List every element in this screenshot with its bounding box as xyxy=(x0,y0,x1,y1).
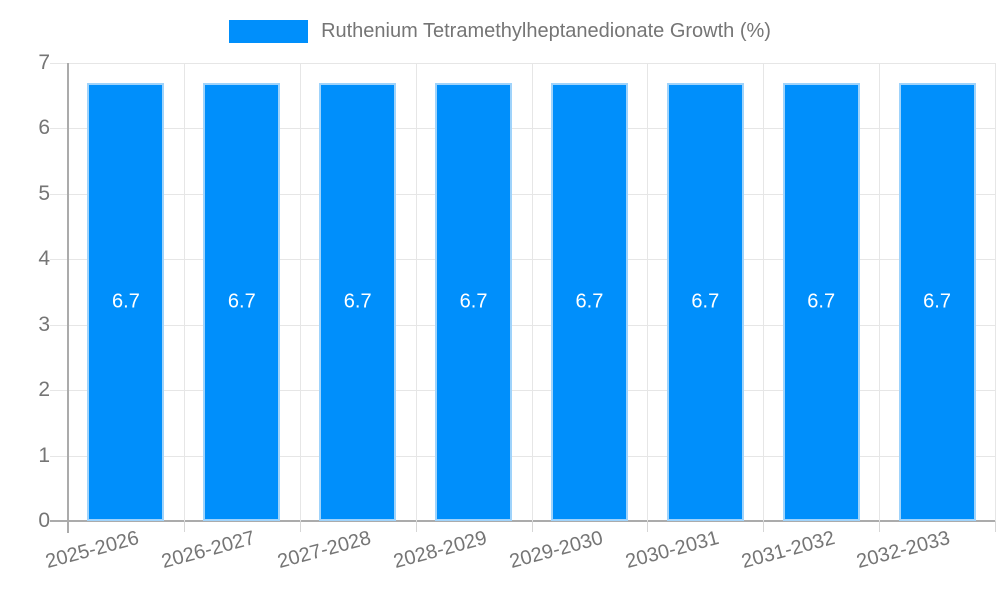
bar-value-label: 6.7 xyxy=(227,290,256,313)
y-axis-tick-label: 0 xyxy=(38,509,50,532)
bar-value-label: 6.7 xyxy=(112,290,140,313)
y-axis-tick-label: 5 xyxy=(38,181,50,205)
x-axis-tick xyxy=(995,521,996,532)
x-axis-tick xyxy=(299,521,301,532)
legend-label: Ruthenium Tetramethylheptanedionate Grow… xyxy=(321,20,771,42)
bar-value-label: 6.7 xyxy=(459,290,488,313)
y-axis-tick-label: 2 xyxy=(38,378,50,402)
x-axis-tick xyxy=(531,521,533,532)
bar[interactable]: 6.7 xyxy=(782,82,860,521)
x-axis-tick xyxy=(183,521,185,532)
bar-value-label: 6.7 xyxy=(807,290,836,313)
legend-swatch xyxy=(229,20,309,43)
v-gridline xyxy=(415,63,417,521)
x-axis-tick xyxy=(415,521,417,532)
v-gridline xyxy=(299,63,301,521)
bar[interactable]: 6.7 xyxy=(203,82,281,521)
y-axis-tick-label: 1 xyxy=(38,443,50,467)
h-gridline xyxy=(50,128,995,130)
v-gridline xyxy=(647,63,649,521)
h-gridline xyxy=(50,259,995,261)
y-axis-tick-label: 7 xyxy=(38,51,50,74)
x-axis-category-label: 2029-2030 xyxy=(507,527,606,574)
h-gridline xyxy=(50,193,995,195)
bar-value-label: 6.7 xyxy=(923,290,951,313)
y-axis-line xyxy=(67,63,69,533)
y-axis-tick-label: 3 xyxy=(38,312,50,336)
bar[interactable]: 6.7 xyxy=(666,82,744,521)
x-axis-tick xyxy=(763,521,765,532)
bar[interactable]: 6.7 xyxy=(898,82,976,521)
x-axis-category-label: 2027-2028 xyxy=(275,527,374,574)
bar-value-label: 6.7 xyxy=(343,290,372,313)
x-axis-category-label: 2028-2029 xyxy=(391,527,490,574)
v-gridline xyxy=(763,63,765,521)
bar-value-label: 6.7 xyxy=(691,290,720,313)
bar[interactable]: 6.7 xyxy=(319,82,397,521)
v-gridline xyxy=(531,63,533,521)
x-axis-category-label: 2032-2033 xyxy=(854,527,953,574)
legend[interactable]: Ruthenium Tetramethylheptanedionate Grow… xyxy=(0,20,1000,43)
h-gridline xyxy=(50,63,995,64)
x-axis-category-label: 2025-2026 xyxy=(43,527,142,574)
x-axis-tick xyxy=(647,521,649,532)
h-gridline xyxy=(50,390,995,392)
bar[interactable]: 6.7 xyxy=(550,82,628,521)
v-gridline xyxy=(879,63,881,521)
x-axis-tick xyxy=(879,521,881,532)
y-axis-tick-label: 4 xyxy=(38,247,50,271)
v-gridline xyxy=(183,63,185,521)
bar[interactable]: 6.7 xyxy=(435,82,513,521)
x-axis-line xyxy=(50,520,995,522)
x-axis-category-label: 2026-2027 xyxy=(159,527,258,574)
h-gridline xyxy=(50,324,995,326)
v-gridline xyxy=(995,63,996,521)
bar[interactable]: 6.7 xyxy=(87,82,165,521)
x-axis-category-label: 2030-2031 xyxy=(622,527,722,574)
x-axis-category-label: 2031-2032 xyxy=(738,527,837,574)
bar-value-label: 6.7 xyxy=(575,290,604,313)
h-gridline xyxy=(50,455,995,457)
y-axis-tick-label: 6 xyxy=(38,116,50,140)
